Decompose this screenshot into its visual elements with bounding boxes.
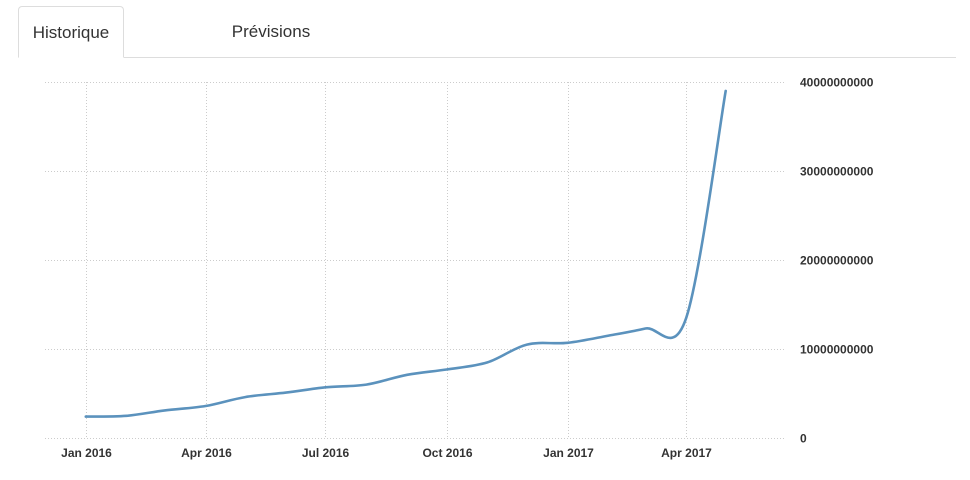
tab-historique[interactable]: Historique — [18, 6, 124, 58]
x-tick-label: Jan 2016 — [61, 446, 112, 460]
x-tick-label: Jan 2017 — [543, 446, 594, 460]
x-gridlines — [86, 82, 687, 438]
tab-previsions[interactable]: Prévisions — [231, 22, 311, 41]
tab-bar-divider — [18, 57, 956, 58]
x-tick-label: Oct 2016 — [422, 446, 472, 460]
tab-bar: Historique Prévisions — [0, 0, 970, 58]
x-tick-label: Apr 2016 — [181, 446, 232, 460]
x-axis-labels: Jan 2016 Apr 2016 Jul 2016 Oct 2016 Jan 2017… — [61, 446, 712, 460]
line-chart: 0 10000000000 20000000000 30000000000 400000… — [45, 76, 874, 460]
y-tick-label: 20000000000 — [800, 254, 874, 268]
series-line — [84, 89, 727, 418]
series-group — [84, 89, 727, 418]
y-tick-label: 40000000000 — [800, 76, 874, 90]
x-tick-label: Jul 2016 — [302, 446, 350, 460]
y-tick-label: 10000000000 — [800, 343, 874, 357]
x-tick-label: Apr 2017 — [661, 446, 712, 460]
y-gridlines — [45, 82, 785, 439]
y-tick-label: 0 — [800, 432, 807, 446]
y-axis-labels: 0 10000000000 20000000000 30000000000 400000… — [800, 76, 874, 446]
y-tick-label: 30000000000 — [800, 165, 874, 179]
chart-container: 0 10000000000 20000000000 30000000000 400000… — [0, 58, 970, 480]
